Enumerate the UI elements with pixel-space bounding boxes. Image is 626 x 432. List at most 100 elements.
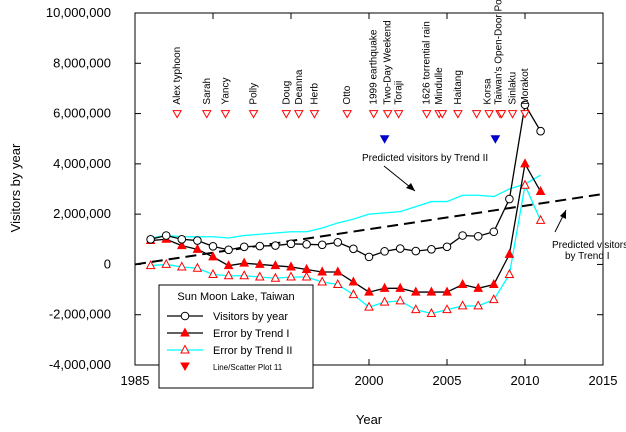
event-marker (421, 110, 432, 119)
visitors-point (442, 242, 452, 252)
event-label: Morakot (520, 68, 531, 104)
error-trend1-point (223, 260, 234, 270)
series-blue-markers (379, 135, 501, 144)
error-trend2-point (410, 304, 421, 314)
error-trend1-point (473, 282, 484, 292)
event-label: Two-Day Weekend (383, 20, 394, 104)
visitors-point (239, 242, 249, 252)
visitors-point (427, 245, 436, 254)
event-label: Sarah (202, 78, 213, 105)
error-trend2-point (457, 300, 468, 310)
x-axis-title: Year (356, 412, 383, 427)
y-axis: -4,000,000 -2,000,000 0 2,000,000 4,000,000 6… (46, 5, 603, 372)
error-trend2-point (286, 271, 296, 281)
visitors-point (349, 244, 358, 254)
visitors-point (224, 245, 233, 255)
visitors-point (411, 246, 421, 256)
error-trend1-point (426, 286, 437, 296)
event-marker (453, 110, 463, 119)
y-tick-label: -2,000,000 (49, 307, 111, 322)
event-label: Mindulle (434, 67, 445, 105)
error-trend1-point (457, 278, 468, 289)
visitors-point (536, 126, 545, 136)
error-trend1-point (504, 248, 515, 258)
event-marker (220, 110, 231, 119)
visitors-point (161, 231, 171, 240)
visitors-point (505, 194, 514, 204)
visitors-point (302, 240, 311, 249)
event-label: 1999 earthquake (369, 29, 380, 105)
event-marker (342, 110, 353, 119)
event-label: Yancy (220, 78, 231, 105)
event-marker (382, 110, 393, 119)
legend-label: Error by Trend II (213, 345, 292, 357)
visitors-point (317, 240, 327, 250)
error-trend1-point (192, 243, 203, 253)
event-marker (293, 110, 304, 119)
visitors-point (146, 234, 155, 244)
series-event-markers (172, 110, 530, 119)
event-marker (437, 110, 448, 119)
x-tick-label: 2000 (355, 373, 384, 388)
error-trend1-point (239, 257, 250, 267)
visitors-point (177, 234, 187, 244)
legend-label: Line/Scatter Plot 11 (213, 363, 283, 372)
legend-marker-error-trend1 (180, 327, 190, 337)
error-trend2-point (176, 261, 187, 271)
event-marker (172, 110, 182, 119)
error-trend2-point (535, 214, 546, 224)
event-marker (520, 110, 530, 119)
error-trend2-point (270, 272, 281, 282)
error-trend2-point (520, 179, 530, 189)
series-error-trend2 (145, 179, 546, 317)
error-trend1-point (395, 282, 406, 292)
series-error-trend1 (145, 158, 546, 296)
visitors-point (489, 227, 499, 237)
error-trend1-point (364, 286, 374, 296)
y-tick-label: 8,000,000 (53, 55, 111, 70)
event-label: Haitang (453, 70, 464, 104)
error-trend1-point (332, 266, 343, 276)
x-tick-label: 2005 (433, 373, 462, 388)
legend-marker-plot11 (180, 362, 190, 372)
legend: Sun Moon Lake, Taiwan Visitors by year Er… (158, 284, 314, 389)
x-tick-label: 1985 (121, 373, 150, 388)
trend2-line (150, 174, 541, 239)
event-marker (201, 110, 212, 119)
error-trend1-point (286, 261, 296, 271)
visitors-point (193, 236, 202, 245)
error-trend2-point (223, 270, 234, 280)
legend-title: Sun Moon Lake, Taiwan (177, 291, 294, 303)
x-tick-label: 2010 (511, 373, 540, 388)
error-trend1-point (442, 286, 452, 296)
visitors-point (286, 239, 296, 249)
error-trend1-point (410, 286, 421, 296)
error-trend2-point (317, 276, 328, 286)
error-trend1-point (535, 185, 546, 196)
visitors-point (380, 247, 389, 256)
legend-marker-visitors (180, 311, 190, 321)
annotations: Predicted visitors by Trend II Predicted … (362, 153, 626, 262)
trend1-annotation-line2: by Trend I (565, 251, 609, 262)
visitors-point (458, 231, 467, 240)
event-label: Sinlaku (508, 72, 519, 105)
visitors-point (255, 241, 265, 251)
trend2-annotation: Predicted visitors by Trend II (362, 153, 488, 164)
error-trend2-point (488, 294, 499, 304)
error-trend2-point (473, 300, 484, 310)
error-trend2-point (208, 268, 218, 278)
error-trend1-point (348, 276, 359, 286)
event-label: Alex typhoon (172, 47, 183, 105)
event-label: Doug (281, 81, 292, 105)
error-trend2-point (364, 301, 374, 311)
error-trend1-point (176, 240, 187, 250)
y-tick-label: 6,000,000 (53, 106, 111, 121)
visitors-point (208, 242, 218, 251)
visitors-point (395, 244, 405, 253)
y-tick-label: 4,000,000 (53, 156, 111, 171)
error-trend2-point (395, 295, 406, 305)
y-tick-label: 0 (104, 256, 111, 271)
plot-area: 1985199019952000200520102015 -4,000,000-… (46, 0, 626, 388)
series-layer (134, 100, 604, 317)
event-labels: Alex typhoon Sarah Yancy Polly Doug Deanna Her… (172, 0, 531, 105)
